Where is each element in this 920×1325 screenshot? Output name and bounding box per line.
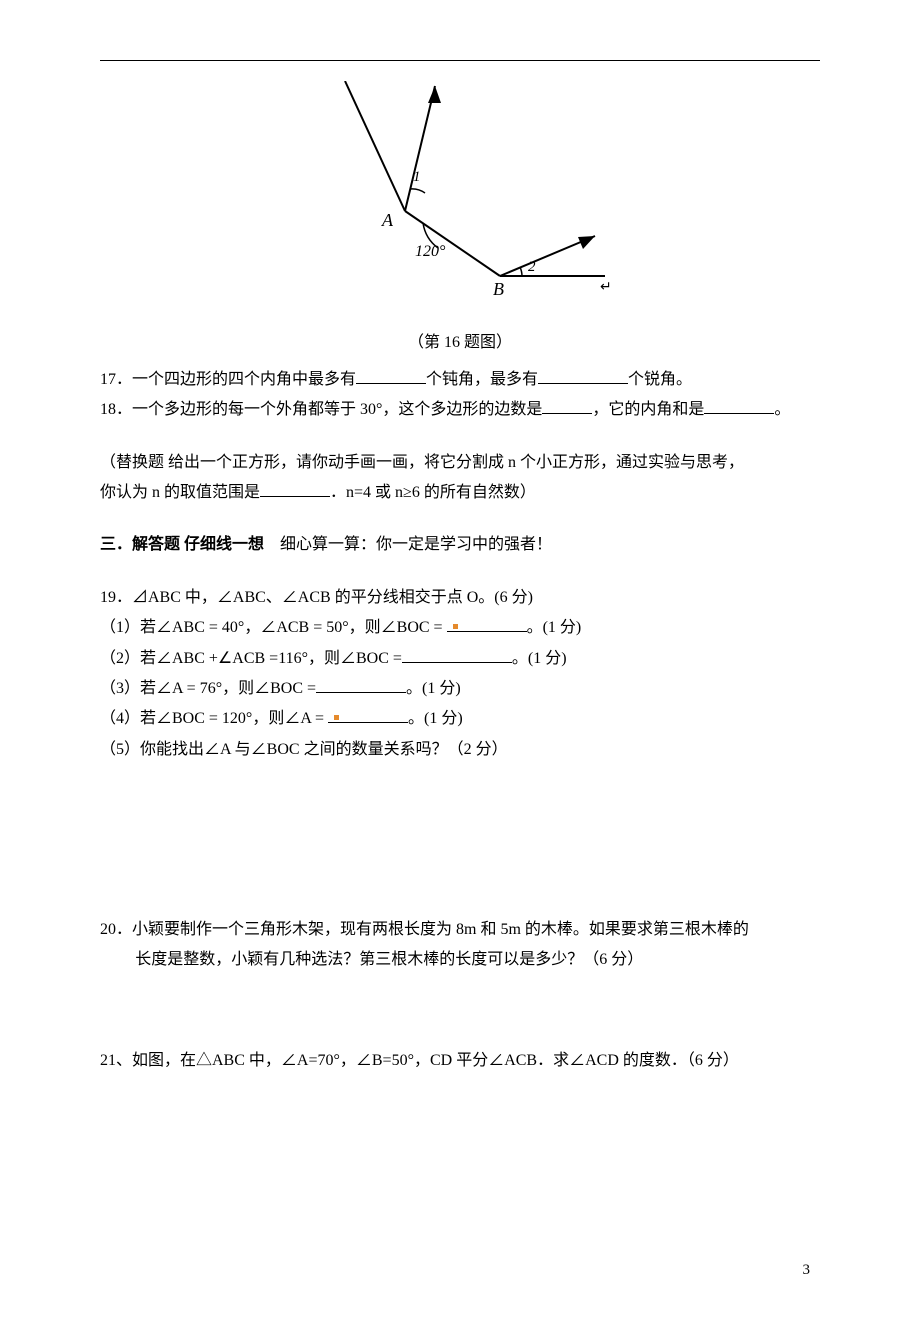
q19-1-blank [447,615,527,632]
q20-line1: 20．小颖要制作一个三角形木架，现有两根长度为 8m 和 5m 的木棒。如果要求… [100,915,820,945]
repl-l2-b: ．n=4 或 n≥6 的所有自然数） [330,484,536,501]
q19-1b: 。(1 分) [527,619,582,636]
fig-label-1: 1 [413,169,421,185]
q18: 18．一个多边形的每一个外角都等于 30°，这个多边形的边数是 ，它的内角和是 。 [100,395,820,425]
orange-dot-2 [334,715,339,720]
orange-dot-1 [453,624,458,629]
q18-b: ，它的内角和是 [592,401,704,418]
page-number: 3 [100,1256,820,1285]
q17-c: 个锐角。 [628,371,692,388]
q17-a: 17．一个四边形的四个内角中最多有 [100,371,356,388]
q19-3a: （3）若∠A = 76°，则∠BOC = [100,680,316,697]
section-3-rest: 细心算一算：你一定是学习中的强者！ [264,536,552,553]
q19-3-blank [316,676,406,693]
q19-3b: 。(1 分) [406,680,461,697]
q17-blank1 [356,367,426,384]
q19-5: （5）你能找出∠A 与∠BOC 之间的数量关系吗？（2 分） [100,735,820,765]
replacement-line1: （替换题 给出一个正方形，请你动手画一画，将它分割成 n 个小正方形，通过实验与… [100,448,820,478]
q19-2-blank [402,646,512,663]
q19-1: （1）若∠ABC = 40°，∠ACB = 50°，则∠BOC = 。(1 分) [100,613,820,643]
q17-b: 个钝角，最多有 [426,371,538,388]
q18-blank2 [704,397,774,414]
fig-label-120: 120° [415,243,446,260]
figure-16-caption: （第 16 题图） [100,328,820,358]
q19-3: （3）若∠A = 76°，则∠BOC = 。(1 分) [100,674,820,704]
q20-line2: 长度是整数，小颖有几种选法？第三根木棒的长度可以是多少？（6 分） [100,945,820,975]
svg-text:↵: ↵ [600,280,610,295]
fig-label-A: A [381,210,394,230]
top-rule [100,60,820,61]
q18-a: 18．一个多边形的每一个外角都等于 30°，这个多边形的边数是 [100,401,542,418]
page: ↵ 1 A 120° B 2 （第 16 题图） 17．一个四边形的四个内角中最… [0,0,920,1325]
fig-label-B: B [493,279,504,299]
q19-4a: （4）若∠BOC = 120°，则∠A = [100,710,328,727]
q19-1a: （1）若∠ABC = 40°，∠ACB = 50°，则∠BOC = [100,619,447,636]
q19-4: （4）若∠BOC = 120°，则∠A = 。(1 分) [100,704,820,734]
q18-blank1 [542,397,592,414]
q18-c: 。 [774,401,790,418]
q17: 17．一个四边形的四个内角中最多有 个钝角，最多有 个锐角。 [100,365,820,395]
q19-4b: 。(1 分) [408,710,463,727]
q19-2a: （2）若∠ABC +∠ACB =116°，则∠BOC = [100,650,402,667]
q17-blank2 [538,367,628,384]
figure-16: ↵ 1 A 120° B 2 [100,81,820,312]
q19-stem: 19．⊿ABC 中，∠ABC、∠ACB 的平分线相交于点 O。(6 分) [100,583,820,613]
figure-16-svg: ↵ 1 A 120° B 2 [310,81,610,301]
repl-blank [260,480,330,497]
fig-label-2: 2 [528,259,536,275]
section-3-bold: 三．解答题 仔细线一想 [100,536,264,553]
repl-l2-a: 你认为 n 的取值范围是 [100,484,260,501]
q19-2b: 。(1 分) [512,650,567,667]
section-3-title: 三．解答题 仔细线一想 细心算一算：你一定是学习中的强者！ [100,530,820,560]
q19-2: （2）若∠ABC +∠ACB =116°，则∠BOC = 。(1 分) [100,644,820,674]
q19-4-blank [328,706,408,723]
replacement-line2: 你认为 n 的取值范围是 ．n=4 或 n≥6 的所有自然数） [100,478,820,508]
q21: 21、如图，在△ABC 中，∠A=70°，∠B=50°，CD 平分∠ACB．求∠… [100,1046,820,1076]
